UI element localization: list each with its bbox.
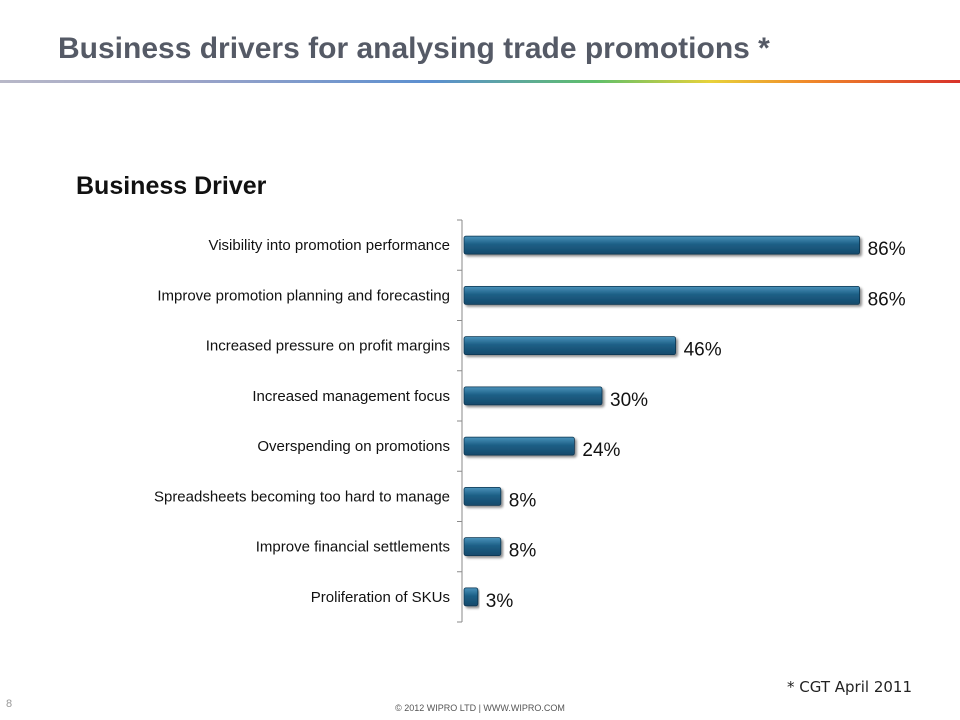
bar-5 <box>463 486 502 506</box>
copyright-text: © 2012 WIPRO LTD | WWW.WIPRO.COM <box>395 703 565 713</box>
title-divider <box>0 80 960 83</box>
category-label: Increased management focus <box>252 388 450 405</box>
category-label: Increased pressure on profit margins <box>206 338 450 355</box>
category-label: Proliferation of SKUs <box>311 589 450 606</box>
chart-title: Business Driver <box>76 172 267 200</box>
value-label: 30% <box>610 390 648 411</box>
category-label: Improve promotion planning and forecasti… <box>157 287 450 304</box>
value-label: 86% <box>868 289 906 310</box>
category-label: Visibility into promotion performance <box>208 237 450 254</box>
value-label: 8% <box>509 541 537 562</box>
bar-6 <box>463 537 502 557</box>
bar-1 <box>463 285 861 305</box>
value-label: 8% <box>509 490 537 511</box>
category-label: Overspending on promotions <box>257 438 450 455</box>
value-label: 46% <box>684 340 722 361</box>
value-label: 24% <box>582 440 620 461</box>
page-number: 8 <box>6 698 13 710</box>
bar-3 <box>463 386 603 406</box>
bar-7 <box>463 587 479 607</box>
bar-0 <box>463 235 861 255</box>
value-label: 86% <box>868 239 906 260</box>
slide-title: Business drivers for analysing trade pro… <box>58 32 770 65</box>
footnote: * CGT April 2011 <box>787 678 912 696</box>
value-label: 3% <box>486 591 514 612</box>
bar-2 <box>463 336 677 356</box>
category-label: Spreadsheets becoming too hard to manage <box>154 488 450 505</box>
category-label: Improve financial settlements <box>256 539 450 556</box>
bar-4 <box>463 436 575 456</box>
